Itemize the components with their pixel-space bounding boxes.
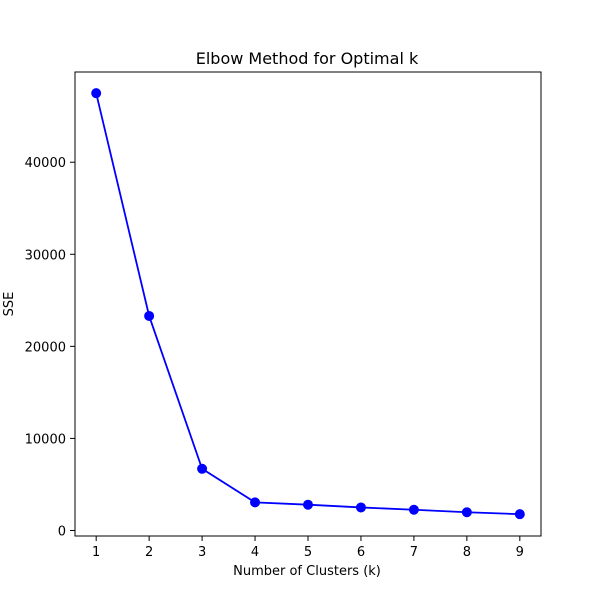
x-axis-ticks: 1 2 3 4 5 6 7 8 9 <box>92 536 524 560</box>
x-tick-label: 1 <box>92 545 100 560</box>
x-axis-label: Number of Clusters (k) <box>233 564 381 579</box>
plot-area <box>74 71 542 537</box>
sse-data-point <box>250 497 261 508</box>
chart-title: Elbow Method for Optimal k <box>196 49 419 68</box>
sse-data-point <box>197 463 208 474</box>
sse-data-point <box>514 509 525 520</box>
sse-data-point <box>461 507 472 518</box>
sse-data-point <box>91 88 102 99</box>
x-tick-label: 9 <box>516 545 524 560</box>
x-tick-label: 3 <box>198 545 206 560</box>
y-tick-label: 40000 <box>25 156 66 171</box>
y-axis-label: SSE <box>2 292 17 317</box>
sse-points <box>91 88 525 520</box>
x-tick-label: 4 <box>251 545 259 560</box>
x-tick-label: 7 <box>410 545 418 560</box>
sse-data-point <box>355 502 366 513</box>
x-tick-label: 2 <box>145 545 153 560</box>
x-tick-label: 8 <box>463 545 471 560</box>
sse-data-point <box>144 310 155 321</box>
y-tick-label: 10000 <box>25 432 66 447</box>
y-tick-label: 0 <box>58 524 66 539</box>
x-tick-label: 5 <box>304 545 312 560</box>
y-tick-label: 20000 <box>25 340 66 355</box>
y-tick-label: 30000 <box>25 248 66 263</box>
x-tick-label: 6 <box>357 545 365 560</box>
sse-data-point <box>303 499 313 510</box>
sse-data-point <box>408 504 419 515</box>
y-axis-ticks: 0 10000 20000 30000 40000 <box>25 156 75 539</box>
